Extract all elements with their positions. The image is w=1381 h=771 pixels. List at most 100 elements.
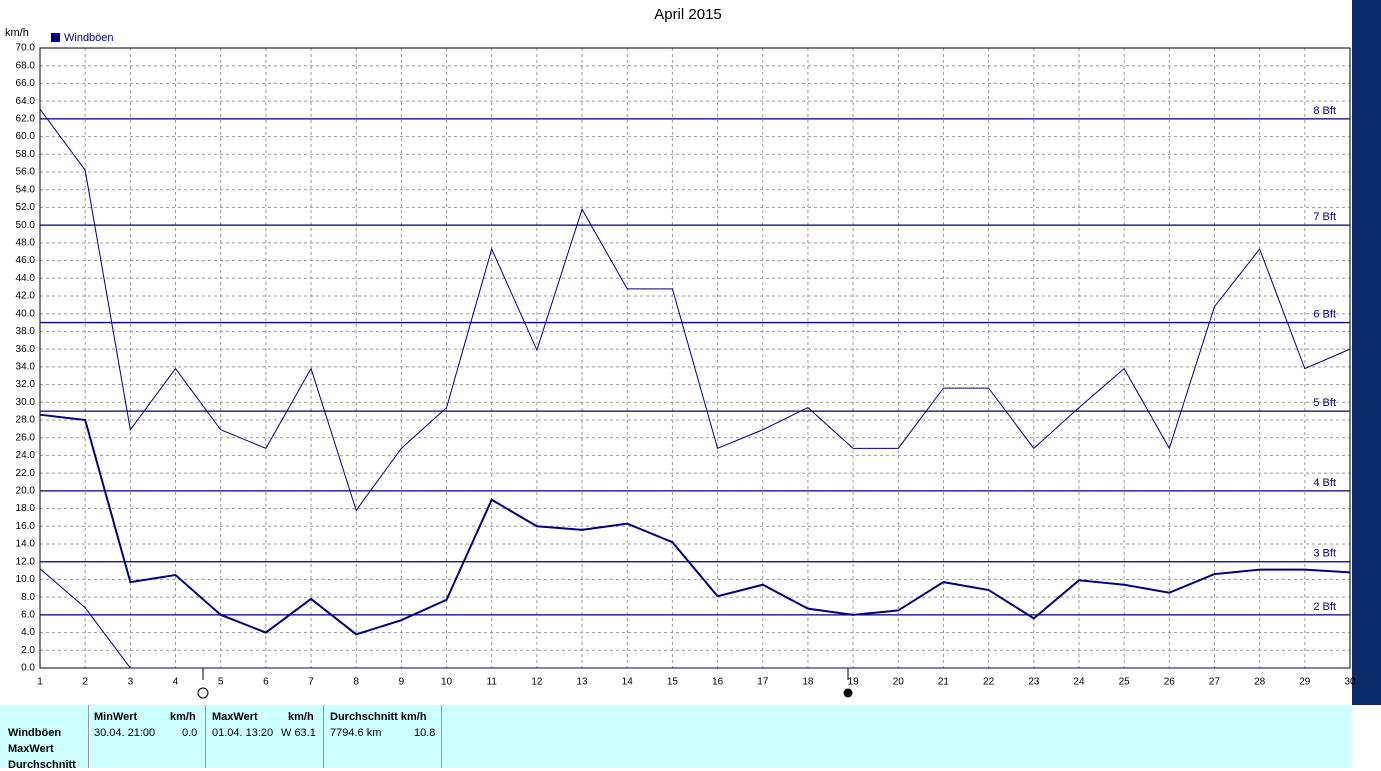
cell: 30.04. 21:00 (94, 727, 156, 739)
x-tick-label: 19 (848, 677, 860, 688)
y-tick-label: 40.0 (16, 308, 36, 319)
col-header: Durchschnitt km/h (330, 711, 427, 723)
x-tick-label: 17 (757, 677, 769, 688)
x-tick-label: 29 (1299, 677, 1311, 688)
separator (88, 705, 89, 768)
y-tick-label: 6.0 (21, 609, 35, 620)
x-tick-label: 18 (802, 677, 814, 688)
cell: 0.0 (182, 727, 198, 739)
x-tick-label: 21 (938, 677, 950, 688)
y-tick-label: 28.0 (16, 415, 36, 426)
bft-label: 7 Bft (1313, 211, 1336, 223)
x-tick-label: 26 (1164, 677, 1176, 688)
x-tick-label: 4 (173, 677, 179, 688)
y-tick-label: 38.0 (16, 326, 36, 337)
y-tick-label: 26.0 (16, 432, 36, 443)
x-tick-label: 13 (577, 677, 589, 688)
legend-label: Windböen (64, 32, 114, 44)
x-tick-label: 11 (487, 677, 498, 688)
cell: 10.8 (414, 727, 436, 739)
x-tick-label: 5 (218, 677, 224, 688)
chart-title: April 2015 (654, 6, 722, 23)
cell: 01.04. 13:20 (212, 727, 274, 739)
y-tick-label: 0.0 (21, 663, 35, 674)
x-tick-label: 9 (399, 677, 405, 688)
row-label: Windböen (8, 727, 62, 739)
x-tick-label: 14 (622, 677, 634, 688)
x-tick-label: 7 (308, 677, 314, 688)
y-tick-label: 52.0 (16, 202, 36, 213)
bft-label: 3 Bft (1313, 548, 1336, 560)
y-tick-label: 18.0 (16, 503, 36, 514)
y-tick-label: 46.0 (16, 255, 36, 266)
x-tick-label: 23 (1028, 677, 1040, 688)
desktop-edge (1352, 0, 1381, 705)
row-label: Durchschnitt (8, 759, 76, 771)
y-tick-label: 64.0 (16, 96, 36, 107)
y-tick-label: 8.0 (21, 592, 35, 603)
moon-full (197, 687, 209, 699)
x-tick-label: 22 (983, 677, 995, 688)
y-axis-label: km/h (5, 27, 29, 39)
separator (323, 705, 324, 768)
separator (441, 705, 442, 768)
col-header: MaxWert (212, 711, 258, 723)
x-tick-label: 25 (1119, 677, 1131, 688)
x-tick-label: 2 (82, 677, 88, 688)
y-tick-label: 2.0 (21, 645, 35, 656)
y-tick-label: 68.0 (16, 60, 36, 71)
y-tick-label: 62.0 (16, 113, 36, 124)
legend-swatch (51, 33, 60, 42)
col-header: MinWert (94, 711, 138, 723)
separator (205, 705, 206, 768)
y-tick-label: 48.0 (16, 237, 36, 248)
x-tick-label: 30 (1344, 677, 1356, 688)
x-tick-label: 20 (893, 677, 905, 688)
x-tick-label: 1 (37, 677, 43, 688)
y-tick-label: 66.0 (16, 78, 36, 89)
y-tick-label: 16.0 (16, 521, 36, 532)
bft-label: 2 Bft (1313, 601, 1336, 613)
x-tick-label: 12 (531, 677, 543, 688)
y-tick-label: 60.0 (16, 131, 36, 142)
plot-border (39, 47, 1351, 669)
x-tick-label: 8 (353, 677, 359, 688)
y-tick-label: 22.0 (16, 468, 36, 479)
x-tick-label: 15 (667, 677, 679, 688)
cell: 7794.6 km (330, 727, 382, 739)
x-tick-label: 27 (1209, 677, 1221, 688)
bft-label: 4 Bft (1313, 477, 1336, 489)
y-tick-label: 50.0 (16, 220, 36, 231)
x-tick-label: 24 (1073, 677, 1085, 688)
x-tick-label: 28 (1254, 677, 1266, 688)
moon-new (843, 688, 853, 698)
series-line (39, 413, 1351, 636)
y-tick-label: 14.0 (16, 539, 36, 550)
y-tick-label: 44.0 (16, 273, 36, 284)
cell: W 63.1 (281, 727, 316, 739)
row-label: MaxWert (8, 743, 54, 755)
x-tick-label: 3 (128, 677, 134, 688)
chart: April 2015 km/h Windböen 0.0 2.0 4.0 6.0 8.0… (5, 0, 1381, 705)
y-tick-label: 36.0 (16, 344, 36, 355)
stats-table: Windböen MaxWert Durchschnitt MinWert km… (0, 705, 1352, 771)
y-tick-label: 10.0 (16, 574, 36, 585)
y-tick-label: 34.0 (16, 361, 36, 372)
bft-label: 8 Bft (1313, 105, 1336, 117)
col-unit: km/h (288, 711, 314, 723)
y-tick-label: 70.0 (16, 43, 36, 54)
series-line (39, 568, 1350, 669)
bft-label: 6 Bft (1313, 308, 1336, 320)
y-tick-label: 12.0 (16, 556, 36, 567)
y-tick-label: 32.0 (16, 379, 36, 390)
y-tick-label: 54.0 (16, 184, 36, 195)
bft-label: 5 Bft (1313, 397, 1336, 409)
y-tick-label: 42.0 (16, 291, 36, 302)
y-tick-label: 30.0 (16, 397, 36, 408)
series-line (39, 108, 1351, 512)
y-tick-label: 20.0 (16, 485, 36, 496)
y-tick-label: 56.0 (16, 167, 36, 178)
y-tick-label: 4.0 (21, 627, 35, 638)
x-tick-label: 6 (263, 677, 269, 688)
